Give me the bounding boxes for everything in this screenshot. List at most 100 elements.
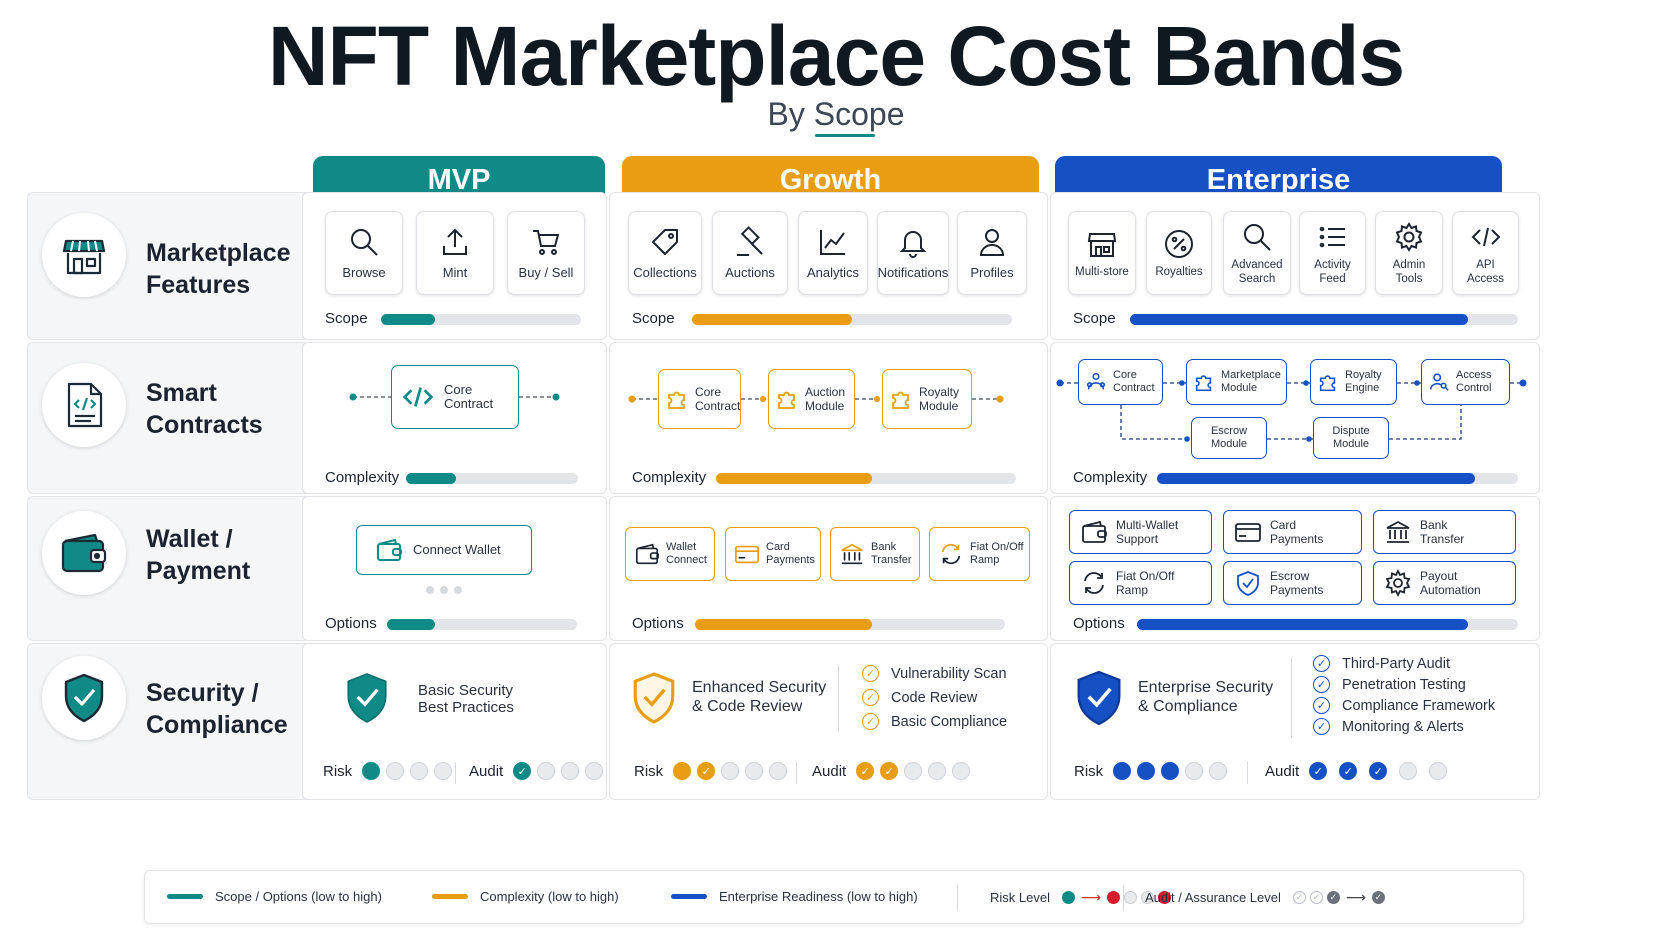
wallet-icon [42, 511, 126, 595]
option-wallet-connect[interactable]: Wallet Connect [625, 527, 715, 581]
legend-swatch [167, 894, 203, 899]
feature-advanced-search[interactable]: Advanced Search [1223, 211, 1291, 295]
gear-icon [1385, 569, 1411, 597]
gear-icon [1395, 221, 1423, 252]
option-escrow-payments[interactable]: Escrow Payments [1223, 561, 1362, 605]
cell-wallet-enterprise: Multi-Wallet Support Card Payments Bank … [1050, 496, 1540, 641]
meter-label: Options [325, 615, 377, 632]
complexity-bar [716, 473, 1016, 484]
option-multi-wallet[interactable]: Multi-Wallet Support [1069, 510, 1212, 554]
node-access-control[interactable]: Access Control [1421, 359, 1510, 405]
node-label: Escrow Module [1210, 425, 1248, 450]
check-icon: ✓ [1326, 891, 1340, 904]
feature-label: Multi-store [1075, 265, 1129, 278]
feature-activity-feed[interactable]: Activity Feed [1299, 211, 1366, 295]
meter-label: Complexity [632, 469, 707, 486]
feature-mint[interactable]: Mint [416, 211, 494, 295]
row-title-features: Marketplace Features [146, 239, 291, 299]
code-icon [402, 387, 434, 407]
cell-security-mvp: Basic Security Best Practices Risk Audit… [302, 643, 607, 800]
option-label: Bank Transfer [871, 541, 912, 566]
feature-label: Browse [342, 265, 386, 280]
shield-check-icon [1237, 571, 1259, 596]
search-icon [351, 229, 378, 256]
node-label: Dispute Module [1332, 425, 1370, 450]
option-fiat-ramp[interactable]: Fiat On/Off Ramp [929, 527, 1030, 581]
feature-notifications[interactable]: Notifications [877, 211, 949, 295]
audit-dot-check: ✓ [513, 762, 532, 780]
security-title: Enhanced Security & Code Review [692, 679, 827, 715]
option-fiat-ramp[interactable]: Fiat On/Off Ramp [1069, 561, 1212, 605]
list-icon [1319, 226, 1345, 247]
page-subtitle: By Scope [767, 96, 905, 132]
wallet-icon [635, 543, 659, 565]
risk-dot [769, 762, 788, 780]
node-core-contract[interactable]: Core Contract [1078, 359, 1163, 405]
feature-label: Auctions [725, 265, 775, 280]
shield-check-icon [347, 673, 387, 723]
contract-connector [628, 395, 1004, 403]
feature-analytics[interactable]: Analytics [798, 211, 868, 295]
node-dispute-module[interactable]: Dispute Module [1313, 417, 1389, 459]
feature-api-access[interactable]: API Access [1452, 211, 1519, 295]
option-connect-wallet[interactable]: Connect Wallet [356, 525, 532, 575]
feature-royalties[interactable]: Royalties [1146, 211, 1212, 295]
node-label: Access Control [1456, 369, 1492, 394]
option-card-payments[interactable]: Card Payments [1223, 510, 1362, 554]
user-key-icon [1429, 373, 1449, 391]
feature-browse[interactable]: Browse [325, 211, 403, 295]
upload-icon [443, 228, 467, 255]
node-auction-module[interactable]: Auction Module [768, 369, 855, 429]
risk-dot [1137, 762, 1156, 780]
search-icon [1244, 223, 1271, 251]
user-icon [979, 229, 1005, 256]
scope-bar-fill [692, 314, 852, 325]
row-title-wallet: Wallet / Payment [146, 525, 251, 585]
meter-label: Options [632, 615, 684, 632]
node-escrow-module[interactable]: Escrow Module [1191, 417, 1267, 459]
feature-profiles[interactable]: Profiles [957, 211, 1027, 295]
option-label: Card Payments [1270, 518, 1324, 546]
feature-multi-store[interactable]: Multi-store [1068, 211, 1136, 295]
option-label: Fiat On/Off Ramp [1116, 569, 1175, 597]
check-item: ✓ Monitoring & Alerts [1313, 718, 1464, 735]
tag-icon [652, 229, 678, 255]
option-bank-transfer[interactable]: Bank Transfer [830, 527, 920, 581]
feature-auctions[interactable]: Auctions [712, 211, 788, 295]
feature-label: Profiles [970, 265, 1014, 280]
audit-dot-check: ✓ [1339, 762, 1358, 780]
feature-buy-sell[interactable]: Buy / Sell [507, 211, 585, 295]
check-item: ✓ Third-Party Audit [1313, 655, 1450, 672]
options-bar [1137, 619, 1518, 630]
check-icon: ✓ [862, 713, 879, 730]
node-marketplace-module[interactable]: Marketplace Module [1186, 359, 1287, 405]
node-label: Royalty Engine [1345, 369, 1382, 394]
legend-swatch [671, 894, 707, 899]
risk-label: Risk [634, 762, 664, 780]
complexity-bar [406, 473, 578, 484]
options-bar [695, 619, 1005, 630]
option-payout-automation[interactable]: Payout Automation [1373, 561, 1516, 605]
feature-collections[interactable]: Collections [628, 211, 702, 295]
pagination-dots [426, 586, 462, 594]
puzzle-icon [668, 391, 685, 409]
option-card-payments[interactable]: Card Payments [725, 527, 821, 581]
exchange-icon [941, 543, 961, 565]
node-royalty-engine[interactable]: Royalty Engine [1310, 359, 1397, 405]
security-title: Enterprise Security & Compliance [1138, 679, 1274, 715]
option-label: Multi-Wallet Support [1116, 518, 1179, 546]
node-core-contract[interactable]: Core Contract [391, 365, 519, 429]
cell-security-enterprise: Enterprise Security & Compliance ✓ Third-… [1050, 643, 1540, 800]
risk-dot [721, 762, 740, 780]
option-bank-transfer[interactable]: Bank Transfer [1373, 510, 1516, 554]
node-royalty-module[interactable]: Royalty Module [882, 369, 972, 429]
audit-dots: Audit ✓ [469, 762, 609, 780]
risk-dot [1185, 762, 1204, 780]
security-title: Basic Security Best Practices [418, 682, 514, 716]
check-item: ✓ Vulnerability Scan [862, 665, 1007, 682]
feature-admin-tools[interactable]: Admin Tools [1375, 211, 1443, 295]
complexity-bar-fill [406, 473, 456, 484]
node-core-contract[interactable]: Core Contract [658, 369, 741, 429]
meter-label: Complexity [325, 469, 400, 486]
check-icon: ✓ [1292, 891, 1306, 904]
